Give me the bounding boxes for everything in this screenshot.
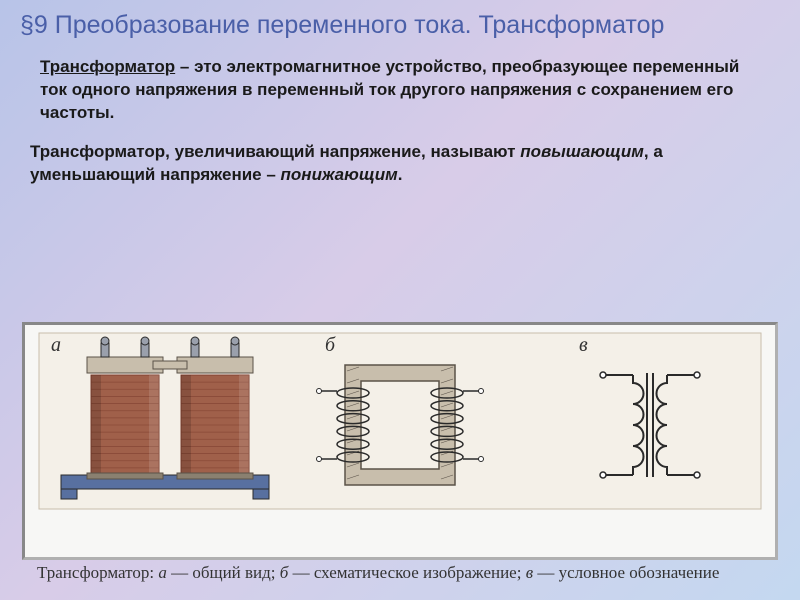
note-em2: понижающим: [281, 165, 398, 184]
note-pre: Трансформатор, увеличивающий напряжение,…: [30, 142, 520, 161]
caption-prefix: Трансформатор:: [37, 563, 158, 582]
transformer-figure: а б в: [25, 325, 775, 557]
note-em1: повышающим: [520, 142, 644, 161]
caption-a-lbl: а: [158, 563, 167, 582]
figure-caption: Трансформатор: а — общий вид; б — схемат…: [25, 557, 775, 587]
figure-panel: а б в Трансформатор: а — общий вид; б — …: [22, 322, 778, 560]
label-b: б: [325, 334, 336, 356]
caption-b-txt: — схематическое изображение;: [288, 563, 525, 582]
slide-title: §9 Преобразование переменного тока. Тран…: [0, 0, 800, 44]
label-c: в: [579, 334, 588, 356]
label-a: а: [51, 334, 61, 356]
note-post: .: [398, 165, 403, 184]
definition-block: Трансформатор – это электромагнитное уст…: [0, 44, 800, 131]
caption-c-txt: — условное обозначение: [533, 563, 719, 582]
definition-term: Трансформатор: [40, 57, 175, 76]
caption-c-lbl: в: [526, 563, 533, 582]
caption-a-txt: — общий вид;: [167, 563, 280, 582]
note-block: Трансформатор, увеличивающий напряжение,…: [0, 131, 800, 193]
